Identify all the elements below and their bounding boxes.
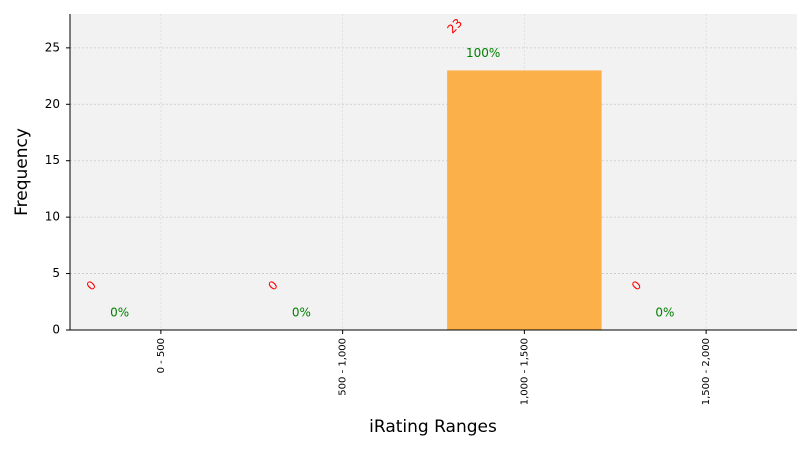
percent-label: 100% [466,46,500,60]
x-axis-label: iRating Ranges [369,417,497,437]
percent-label: 0% [655,306,674,320]
percent-label: 0% [292,306,311,320]
y-tick-label: 10 [45,210,60,224]
x-tick-label: 1,500 - 2,000 [701,338,712,405]
y-tick-label: 20 [45,97,60,111]
x-tick-label: 500 - 1,000 [338,338,349,396]
x-tick-label: 1,000 - 1,500 [519,338,530,405]
y-tick-label: 0 [52,323,60,337]
plot-background [70,14,797,330]
percent-label: 0% [110,306,129,320]
y-tick-label: 15 [45,153,60,167]
y-axis-label: Frequency [12,128,32,216]
bar [447,70,602,330]
y-tick-label: 25 [45,40,60,54]
x-tick-label: 0 - 500 [156,338,167,373]
y-tick-label: 5 [52,266,60,280]
